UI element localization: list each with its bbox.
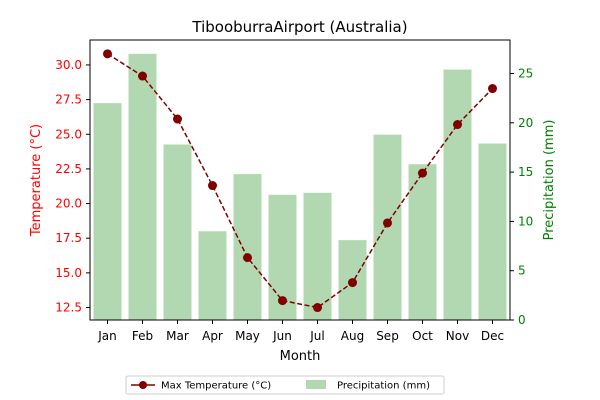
- right-axis-ticks: 0 5 10 15 20 25: [510, 67, 533, 327]
- x-tick-label: Jun: [272, 329, 292, 343]
- legend-precipitation-label: Precipitation (mm): [337, 381, 430, 392]
- precipitation-bar: [408, 164, 437, 320]
- precipitation-bar: [93, 103, 122, 320]
- x-tick-label: Aug: [341, 329, 364, 343]
- x-tick-label: Oct: [412, 329, 433, 343]
- x-tick-label: Nov: [446, 329, 469, 343]
- x-tick-label: May: [235, 329, 260, 343]
- temperature-point: [138, 71, 147, 81]
- temperature-point: [453, 120, 462, 130]
- temperature-point: [313, 303, 322, 313]
- x-axis-ticks: Jan Feb Mar Apr May Jun Jul Aug Sep Oct Nov Dec: [97, 320, 504, 343]
- left-axis-label: Temperature (°C): [29, 124, 44, 237]
- right-tick-label: 10: [518, 214, 533, 228]
- left-tick-label: 22.5: [55, 162, 82, 176]
- left-tick-label: 20.0: [55, 197, 82, 211]
- x-tick-label: Apr: [202, 329, 223, 343]
- left-tick-label: 25.0: [55, 127, 82, 141]
- x-tick-label: Sep: [376, 329, 399, 343]
- precipitation-bar: [198, 231, 227, 320]
- temperature-point: [103, 49, 112, 59]
- temperature-point: [348, 278, 357, 288]
- temperature-series-line: [107, 53, 494, 309]
- x-tick-label: Dec: [481, 329, 504, 343]
- right-axis-label: Precipitation (mm): [542, 120, 557, 241]
- temperature-point: [243, 253, 252, 263]
- x-tick-label: Feb: [132, 329, 153, 343]
- precipitation-bar: [128, 53, 157, 320]
- temperature-point: [418, 168, 427, 178]
- right-tick-label: 20: [518, 116, 533, 130]
- left-tick-label: 15.0: [55, 266, 82, 280]
- precipitation-bar: [443, 69, 472, 321]
- left-axis-ticks: 12.5 15.0 17.5 20.0 22.5 25.0 27.5 30.0: [55, 58, 90, 315]
- x-tick-label: Mar: [166, 329, 189, 343]
- precipitation-bar: [478, 143, 507, 320]
- legend-marker-swatch: [139, 381, 147, 389]
- legend: Max Temperature (°C) Precipitation (mm): [125, 375, 445, 395]
- left-tick-label: 30.0: [55, 58, 82, 72]
- precipitation-bar: [163, 144, 192, 320]
- temperature-point: [208, 181, 217, 191]
- temperature-point: [488, 84, 497, 94]
- x-axis-label: Month: [280, 349, 321, 364]
- chart-title: TibooburraAirport (Australia): [191, 18, 407, 36]
- left-tick-label: 12.5: [55, 301, 82, 315]
- right-tick-label: 0: [518, 313, 526, 327]
- x-tick-label: Jul: [309, 329, 324, 343]
- left-tick-label: 17.5: [55, 231, 82, 245]
- temperature-point: [173, 114, 182, 124]
- temperature-line: [103, 49, 497, 313]
- precipitation-bar: [233, 174, 262, 320]
- precipitation-bars: [93, 53, 507, 321]
- precipitation-bar: [303, 192, 332, 320]
- right-tick-label: 5: [518, 264, 526, 278]
- legend-bar-swatch: [306, 380, 326, 389]
- temperature-point: [383, 218, 392, 228]
- temperature-point: [278, 296, 287, 306]
- plot-frame: [89, 39, 511, 321]
- right-tick-label: 25: [518, 67, 533, 81]
- left-tick-label: 27.5: [55, 93, 82, 107]
- legend-frame: [125, 375, 445, 395]
- right-tick-label: 15: [518, 165, 533, 179]
- x-tick-label: Jan: [97, 329, 117, 343]
- legend-temperature-label: Max Temperature (°C): [161, 381, 271, 392]
